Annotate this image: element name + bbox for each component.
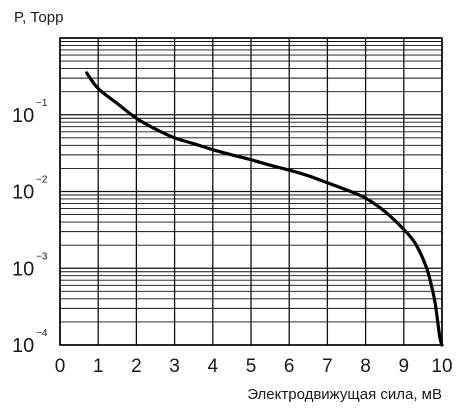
x-tick-label: 5 [246,356,257,377]
x-tick-label: 9 [399,356,410,377]
y-tick-exponent: −2 [36,175,48,186]
x-tick-label: 1 [93,356,104,377]
x-tick-label: 7 [322,356,333,377]
y-tick-exponent: −3 [36,251,48,262]
x-tick-label: 6 [284,356,295,377]
y-tick-label: 10 [12,258,34,280]
x-tick-label: 2 [131,356,142,377]
y-tick-label: 10 [12,335,34,357]
y-axis-title: P, Торр [14,9,63,26]
y-tick-exponent: −1 [36,98,48,109]
x-axis-title: Электродвижущая сила, мВ [247,386,442,403]
x-tick-label: 8 [360,356,371,377]
x-tick-label: 3 [169,356,180,377]
y-tick-label: 10 [12,182,34,204]
x-tick-label: 0 [55,356,66,377]
x-tick-label: 4 [208,356,219,377]
y-tick-label: 10 [12,105,34,127]
series-line [85,71,444,347]
chart-grid [59,37,443,346]
y-tick-labels: 10−110−210−310−4 [12,98,48,357]
x-tick-labels: 0 1 2 3 4 5 6 7 8 9 10 [55,356,453,377]
plot-frame [59,37,443,346]
x-tick-label: 10 [431,356,452,377]
y-tick-exponent: −4 [36,328,48,339]
